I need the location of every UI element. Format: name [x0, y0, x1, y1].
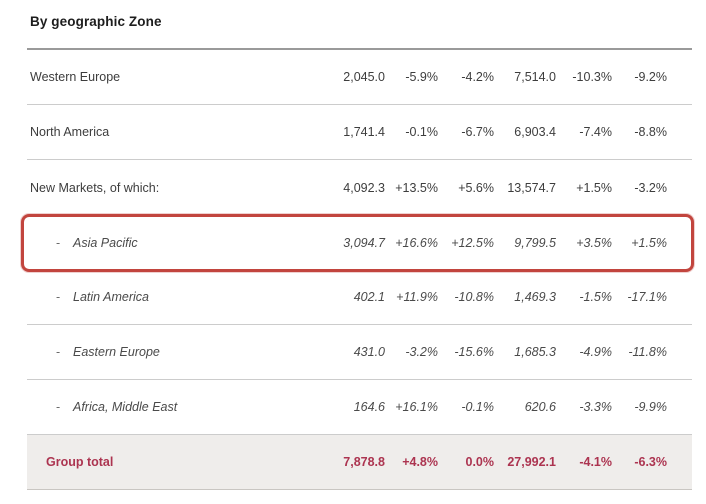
table-row: - Eastern Europe 431.0 -3.2% -15.6% 1,685… [27, 325, 692, 380]
cell-value: -10.8% [454, 290, 494, 304]
cell-value: -0.1% [461, 400, 494, 414]
cell-value: 620.6 [524, 400, 556, 414]
cell-value: 9,799.5 [514, 235, 556, 250]
cell-value: 1,469.3 [514, 290, 556, 304]
cell-value: -7.4% [579, 125, 612, 139]
row-label: New Markets, of which: [30, 180, 160, 195]
table-row: New Markets, of which: 4,092.3 +13.5% +5… [27, 160, 692, 215]
cell-value: -5.9% [405, 70, 438, 84]
cell-value: -6.7% [461, 125, 494, 139]
cell-value: +5.6% [458, 180, 494, 195]
cell-value: 3,094.7 [343, 235, 385, 250]
cell-value: +1.5% [576, 180, 612, 195]
table-row: Western Europe 2,045.0 -5.9% -4.2% 7,514… [27, 50, 692, 105]
cell-value: +16.6% [395, 235, 438, 250]
cell-value: -10.3% [572, 70, 612, 84]
row-label-text: Latin America [73, 290, 149, 304]
cell-value: -15.6% [454, 345, 494, 359]
cell-value: -4.2% [461, 70, 494, 84]
cell-value: 27,992.1 [507, 455, 556, 469]
cell-value: -9.9% [634, 400, 667, 414]
dash-bullet: - [56, 235, 61, 250]
cell-value: +11.9% [396, 290, 438, 304]
cell-value: 402.1 [353, 290, 385, 304]
geographic-zone-table: By geographic Zone Western Europe 2,045.… [27, 0, 692, 490]
cell-value: +3.5% [576, 235, 612, 250]
cell-value: -6.3% [634, 455, 667, 469]
cell-value: -3.2% [405, 345, 438, 359]
row-label: - Asia Pacific [27, 236, 305, 250]
cell-value: 6,903.4 [514, 125, 556, 139]
dash-bullet: - [56, 345, 61, 359]
row-label: Group total [46, 455, 114, 469]
table-row-highlighted: - Asia Pacific 3,094.7 +16.6% +12.5% 9,79… [27, 215, 692, 270]
page-title: By geographic Zone [30, 14, 162, 29]
cell-value: 1,685.3 [514, 345, 556, 359]
table-header: By geographic Zone [27, 0, 692, 50]
row-label: Western Europe [30, 70, 121, 84]
cell-value: -4.9% [579, 345, 612, 359]
cell-value: -17.1% [627, 290, 667, 304]
cell-value: +13.5% [395, 180, 438, 195]
row-label-text: Eastern Europe [73, 345, 160, 359]
cell-value: +1.5% [631, 235, 667, 250]
cell-value: 2,045.0 [343, 70, 385, 84]
cell-value: -8.8% [634, 125, 667, 139]
cell-value: 13,574.7 [507, 180, 556, 195]
cell-value: +4.8% [402, 455, 438, 469]
cell-value: 431.0 [353, 345, 385, 359]
cell-value: -3.2% [634, 180, 667, 195]
table-row: North America 1,741.4 -0.1% -6.7% 6,903.… [27, 105, 692, 160]
cell-value: 1,741.4 [343, 125, 385, 139]
cell-value: -9.2% [634, 70, 667, 84]
table-row: - Africa, Middle East 164.6 +16.1% -0.1% … [27, 380, 692, 435]
row-label: North America [30, 125, 110, 139]
cell-value: -3.3% [579, 400, 612, 414]
row-label-text: Africa, Middle East [73, 400, 178, 414]
cell-value: -4.1% [579, 455, 612, 469]
cell-value: -11.8% [628, 345, 667, 359]
cell-value: +12.5% [451, 235, 494, 250]
cell-value: 7,878.8 [343, 455, 385, 469]
row-label: - Latin America [27, 290, 305, 304]
table-row: - Latin America 402.1 +11.9% -10.8% 1,469… [27, 270, 692, 325]
cell-value: 7,514.0 [514, 70, 556, 84]
cell-value: +16.1% [395, 400, 438, 414]
cell-value: -0.1% [405, 125, 438, 139]
row-label: - Eastern Europe [27, 345, 305, 359]
dash-bullet: - [56, 400, 61, 414]
table-row-total: Group total 7,878.8 +4.8% 0.0% 27,992.1 … [27, 435, 692, 490]
row-label-text: Asia Pacific [73, 235, 138, 250]
cell-value: -1.5% [579, 290, 612, 304]
cell-value: 164.6 [353, 400, 385, 414]
cell-value: 4,092.3 [343, 180, 385, 195]
dash-bullet: - [56, 290, 61, 304]
cell-value: 0.0% [465, 455, 495, 469]
row-label: - Africa, Middle East [27, 400, 305, 414]
